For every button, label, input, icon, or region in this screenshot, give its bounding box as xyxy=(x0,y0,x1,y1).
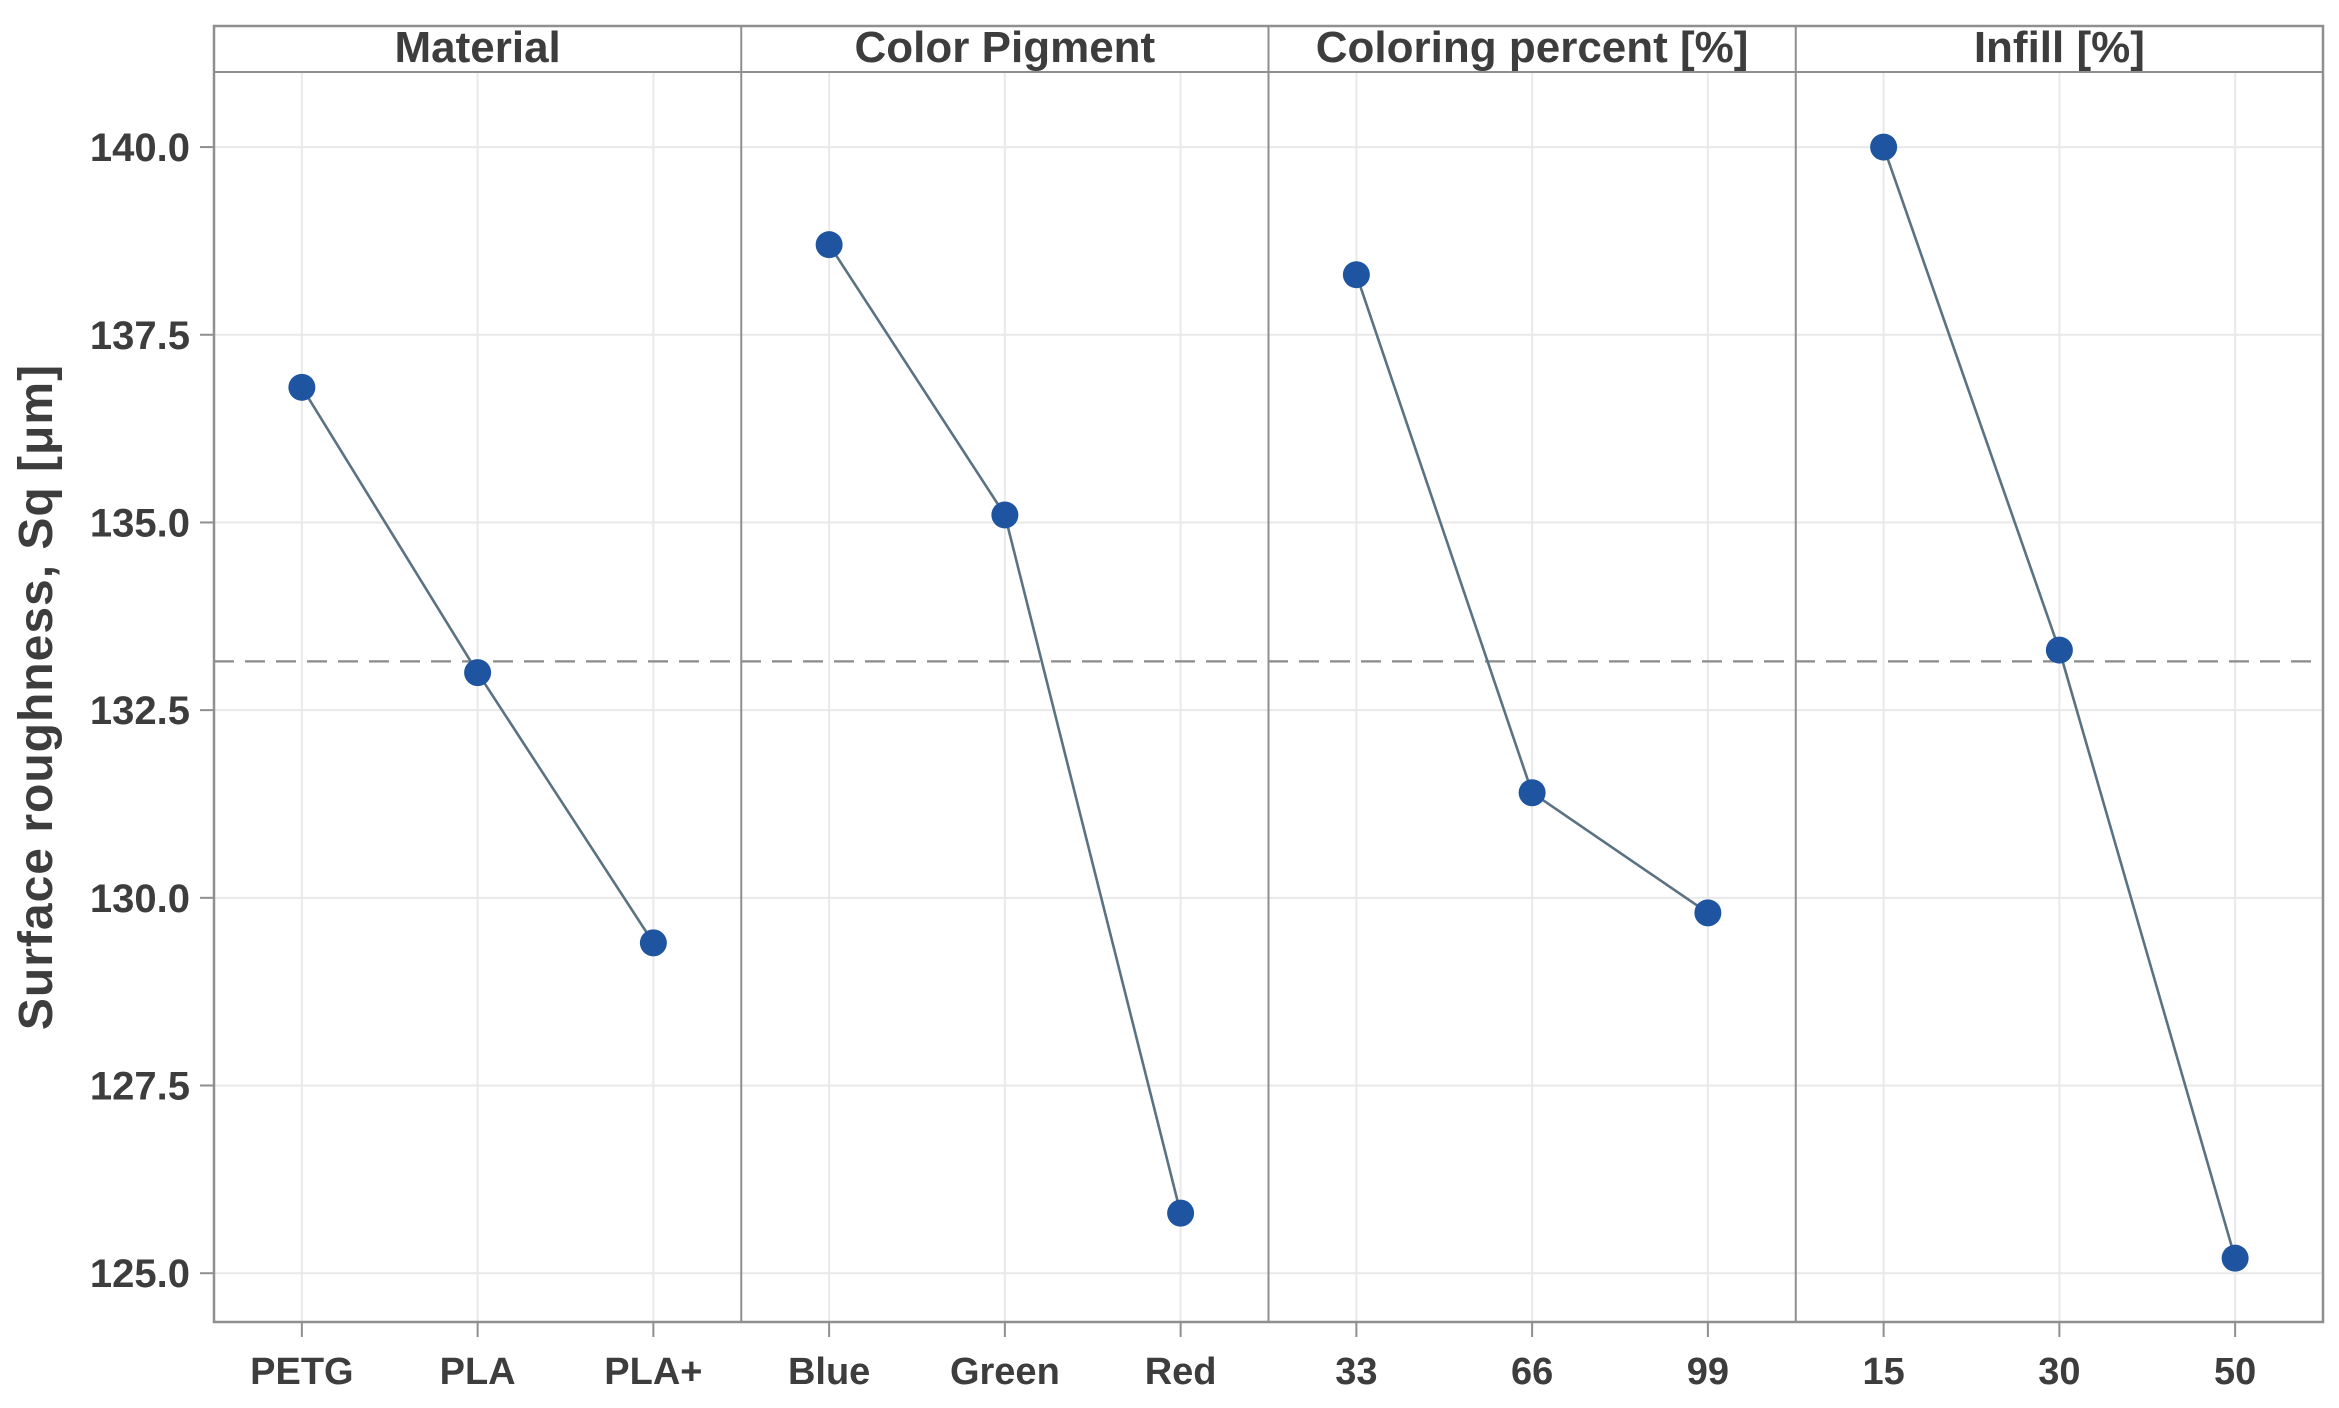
y-tick-label: 125.0 xyxy=(90,1252,190,1296)
x-tick-label: 99 xyxy=(1687,1351,1729,1393)
data-point xyxy=(1518,779,1546,807)
x-tick-label: PLA+ xyxy=(604,1351,702,1393)
y-tick-label: 137.5 xyxy=(90,314,190,358)
x-tick-label: 50 xyxy=(2214,1351,2256,1393)
x-tick-label: PETG xyxy=(250,1351,353,1393)
y-axis-title: Surface roughness, Sq [μm] xyxy=(10,364,63,1030)
data-point xyxy=(1342,261,1370,289)
data-point xyxy=(1694,899,1722,927)
y-tick-label: 135.0 xyxy=(90,501,190,545)
panel-header-label: Color Pigment xyxy=(855,23,1156,72)
y-tick-label: 140.0 xyxy=(90,126,190,170)
data-point xyxy=(464,659,492,687)
x-tick-label: 66 xyxy=(1511,1351,1553,1393)
x-tick-label: PLA xyxy=(440,1351,516,1393)
data-point xyxy=(1870,133,1898,161)
y-tick-label: 127.5 xyxy=(90,1065,190,1109)
data-point xyxy=(639,929,667,957)
data-point xyxy=(815,231,843,259)
panel-header-label: Infill [%] xyxy=(1974,23,2145,72)
y-tick-label: 130.0 xyxy=(90,877,190,921)
x-tick-label: 33 xyxy=(1335,1351,1377,1393)
plot-frame xyxy=(212,24,2325,1324)
x-tick-label: 15 xyxy=(1862,1351,1904,1393)
data-point xyxy=(2221,1244,2249,1272)
x-tick-label: Blue xyxy=(788,1351,870,1393)
data-point xyxy=(991,501,1019,529)
y-tick-label: 132.5 xyxy=(90,689,190,733)
data-point xyxy=(288,373,316,401)
panel-header-label: Material xyxy=(394,23,560,72)
x-tick-label: Red xyxy=(1145,1351,1217,1393)
x-tick-label: 30 xyxy=(2038,1351,2080,1393)
panel-header-label: Coloring percent [%] xyxy=(1316,23,1749,72)
data-point xyxy=(2045,636,2073,664)
data-point xyxy=(1167,1199,1195,1227)
x-tick-label: Green xyxy=(950,1351,1060,1393)
